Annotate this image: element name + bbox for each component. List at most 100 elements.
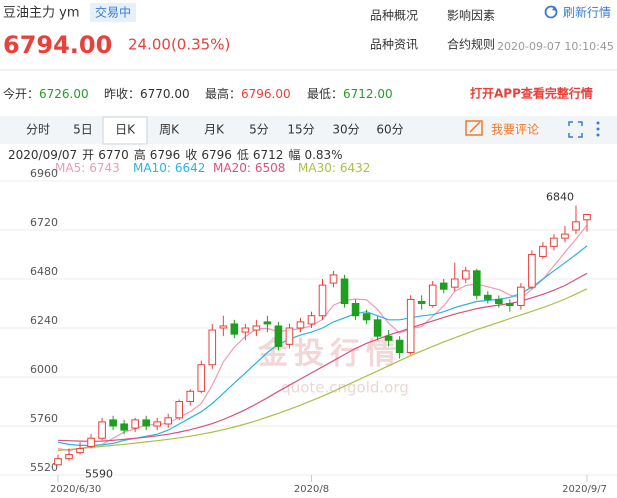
legend: MA5: 6743 MA10: 6642 MA20: 6508 MA30: 6432 bbox=[55, 161, 370, 175]
stat-value: 6712.00 bbox=[343, 87, 393, 101]
candle-body bbox=[285, 327, 294, 345]
candle-body bbox=[263, 321, 272, 325]
candle-body bbox=[583, 213, 591, 221]
link[interactable]: 合约规则 bbox=[447, 37, 495, 52]
candle-body bbox=[561, 233, 569, 239]
candle-body bbox=[528, 254, 536, 288]
candle-body bbox=[197, 364, 206, 392]
fullscreen-icon[interactable] bbox=[568, 121, 583, 138]
y-tick-label: 6240 bbox=[30, 314, 58, 327]
candle-body bbox=[164, 417, 173, 425]
link[interactable]: 影响因素 bbox=[447, 8, 495, 23]
y-tick-label: 6720 bbox=[30, 216, 58, 229]
stat-label: 昨收： bbox=[104, 87, 140, 101]
y-tick-label: 6960 bbox=[30, 167, 58, 180]
tab[interactable]: 5日 bbox=[73, 123, 93, 137]
legend-entry: MA10: 6642 bbox=[133, 161, 205, 175]
stat-label: 最低： bbox=[307, 87, 343, 101]
stat: 最低：6712.00 bbox=[307, 87, 393, 101]
candle-body bbox=[296, 321, 305, 329]
candle-body bbox=[318, 284, 327, 317]
stat-value: 6726.00 bbox=[39, 87, 89, 101]
candle-body bbox=[461, 270, 470, 280]
more-icon[interactable] bbox=[596, 121, 600, 137]
candle-body bbox=[65, 454, 73, 460]
candle-body bbox=[340, 278, 349, 304]
link[interactable]: 品种资讯 bbox=[370, 38, 418, 52]
candle-body bbox=[186, 390, 195, 402]
stat: 昨收：6770.00 bbox=[104, 87, 190, 101]
legend-name: MA30: bbox=[298, 161, 336, 175]
candle-body bbox=[230, 323, 239, 335]
candle-body bbox=[131, 419, 139, 429]
tab[interactable]: 日K bbox=[115, 123, 136, 137]
stats: 今开：6726.00 昨收：6770.00 最高：6796.00 最低：6712.00 bbox=[3, 86, 393, 101]
candle-body bbox=[120, 423, 128, 431]
refresh[interactable]: 刷新行情 bbox=[563, 5, 611, 20]
candle-body bbox=[484, 294, 492, 300]
tab[interactable]: 月K bbox=[204, 123, 225, 137]
stat-value: 6770.00 bbox=[140, 87, 190, 101]
candle-body bbox=[87, 437, 95, 447]
candle-body bbox=[362, 313, 371, 321]
candle-body bbox=[142, 419, 150, 427]
candle-body bbox=[417, 300, 426, 305]
candle-body bbox=[307, 315, 316, 325]
timestamp: 2020-09-07 10:10:45 bbox=[497, 40, 614, 53]
legend-entry: MA30: 6432 bbox=[298, 161, 370, 175]
tab[interactable]: 周K bbox=[159, 123, 180, 137]
info-value: 6712 bbox=[253, 148, 284, 162]
watermark: quote.cngold.org bbox=[281, 379, 409, 397]
stat: 今开：6726.00 bbox=[3, 86, 89, 101]
comment-icon[interactable] bbox=[465, 120, 483, 136]
candle-body bbox=[472, 270, 481, 296]
refresh-icon[interactable] bbox=[544, 5, 558, 19]
stat-label: 最高： bbox=[205, 86, 241, 101]
candle-body bbox=[428, 284, 437, 307]
info-label: 低 bbox=[237, 148, 249, 162]
candle-body bbox=[384, 335, 393, 341]
candle-body bbox=[274, 325, 283, 347]
legend-value: 6432 bbox=[340, 161, 371, 175]
link[interactable]: 品种概况 bbox=[370, 9, 418, 23]
tab[interactable]: 30分 bbox=[332, 123, 359, 137]
info-date: 2020/09/07 bbox=[8, 148, 77, 162]
legend-value: 6508 bbox=[255, 161, 286, 175]
candle-body bbox=[506, 303, 514, 307]
info-label: 开 bbox=[82, 148, 94, 162]
info-value: 6796 bbox=[201, 148, 232, 162]
candle-body bbox=[439, 282, 448, 290]
y-tick-label: 5760 bbox=[30, 412, 58, 425]
y-tick-label: 5520 bbox=[30, 461, 58, 474]
legend-value: 6642 bbox=[175, 161, 206, 175]
x-tick-label: 2020/8 bbox=[294, 484, 329, 495]
min-label: 5590 bbox=[85, 468, 113, 481]
tab[interactable]: 分时 bbox=[26, 123, 50, 137]
candle-body bbox=[572, 221, 580, 231]
candle-body bbox=[241, 327, 250, 333]
tab[interactable]: 15分 bbox=[287, 123, 314, 137]
plot: 5520576060006240648067206960金投行情quote.cn… bbox=[0, 167, 617, 495]
info-label: 幅 bbox=[288, 147, 300, 162]
y-tick-label: 6480 bbox=[30, 265, 58, 278]
comment[interactable]: 我要评论 bbox=[491, 123, 539, 137]
candle-body bbox=[153, 421, 161, 427]
candle-body bbox=[109, 419, 117, 427]
info-value: 6796 bbox=[150, 148, 181, 162]
change: 24.00(0.35%) bbox=[128, 36, 230, 54]
app-link[interactable]: 打开APP查看完整行情 bbox=[470, 86, 593, 101]
candle-body bbox=[76, 447, 84, 454]
max-label: 6840 bbox=[546, 191, 574, 204]
candle-body bbox=[219, 325, 228, 329]
candle-body bbox=[252, 325, 261, 331]
info-label: 收 bbox=[185, 148, 197, 162]
tab[interactable]: 5分 bbox=[249, 123, 269, 137]
candle-body bbox=[406, 298, 415, 353]
candle-body bbox=[54, 458, 62, 466]
info-value: 0.83% bbox=[304, 148, 342, 162]
tab[interactable]: 60分 bbox=[376, 123, 403, 137]
stat-value: 6796.00 bbox=[241, 87, 291, 101]
candle-body bbox=[517, 286, 525, 307]
info-value: 6770 bbox=[98, 148, 129, 162]
